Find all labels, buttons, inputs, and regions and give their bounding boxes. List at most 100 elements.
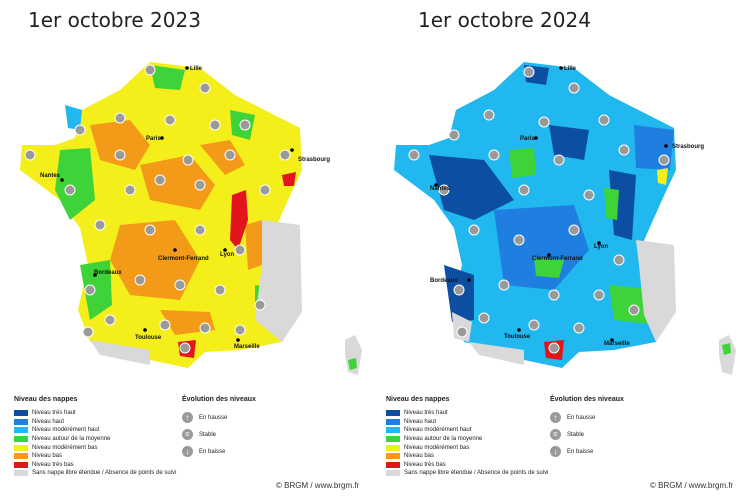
legend-swatch	[386, 470, 400, 477]
legend-item: Niveau très haut	[14, 409, 176, 418]
city-label: Lille	[564, 66, 577, 72]
legend-swatch	[14, 410, 28, 417]
legend-evolution: Évolution des niveaux ↑ En hausse = Stable…	[182, 396, 256, 457]
legend-item: Niveau modérément bas	[386, 443, 548, 452]
evolution-markers	[408, 66, 670, 354]
legend-item: Niveau autour de la moyenne	[14, 435, 176, 444]
legend-swatch	[14, 470, 28, 477]
city-label: Toulouse	[135, 335, 162, 341]
legend-swatch	[14, 461, 28, 468]
zone-bas	[140, 155, 215, 210]
city-label: Lille	[190, 66, 203, 72]
legend-swatch	[386, 436, 400, 443]
legend-swatch	[14, 418, 28, 425]
arrow-down-icon: ↓	[550, 446, 561, 457]
arrow-up-icon: ↑	[182, 412, 193, 423]
arrow-down-icon: ↓	[182, 446, 193, 457]
city-label: Paris	[146, 136, 161, 142]
city-label: Strasbourg	[298, 157, 330, 163]
credit: © BRGM / www.brgm.fr	[650, 481, 734, 490]
city-label: Nantes	[430, 186, 451, 192]
zone-modere-bas	[657, 168, 668, 185]
zone-moyenne	[604, 188, 619, 220]
map-title: 1er octobre 2023	[28, 8, 201, 32]
zone-tres-haut	[549, 125, 589, 160]
arrow-up-icon: ↑	[550, 412, 561, 423]
legend-swatch	[386, 418, 400, 425]
zone-moyenne	[150, 65, 185, 90]
france-map-2023: Lille Paris Strasbourg Nantes Lyon Clerm…	[20, 62, 362, 375]
city-label: Bordeaux	[430, 278, 458, 284]
city-label: Bordeaux	[94, 270, 122, 276]
zone-moyenne	[80, 260, 112, 320]
city-label: Clermont-Ferrand	[532, 256, 583, 262]
legend-swatch	[14, 453, 28, 460]
legend-item: Niveau modérément haut	[14, 426, 176, 435]
zone-bas	[110, 220, 200, 300]
zone-haut	[65, 105, 82, 130]
legend-title: Niveau des nappes	[386, 396, 450, 403]
zone-sans-nappe	[255, 220, 302, 342]
legend-niveau: Niveau des nappes Niveau très haut Nivea…	[386, 396, 548, 478]
legend-item: Niveau haut	[14, 418, 176, 427]
legend-swatch	[386, 453, 400, 460]
zone-sans-nappe	[90, 340, 150, 365]
zone-moyenne	[534, 258, 564, 278]
city-label: Nantes	[40, 173, 61, 179]
legend-item: Niveau autour de la moyenne	[386, 435, 548, 444]
legend-swatch	[14, 444, 28, 451]
map-title: 1er octobre 2024	[418, 8, 591, 32]
legend-item: Niveau modérément bas	[14, 443, 176, 452]
evolution-title: Évolution des niveaux	[182, 396, 256, 403]
city-label: Paris	[520, 136, 535, 142]
legend-title: Niveau des nappes	[14, 396, 78, 403]
legend-item: Niveau bas	[14, 452, 176, 461]
legend-swatch	[386, 461, 400, 468]
legend-item: Sans nappe libre étendue / Absence de po…	[14, 469, 176, 478]
legend-item: Niveau haut	[386, 418, 548, 427]
city-label: Strasbourg	[672, 144, 704, 150]
zone-tres-bas	[230, 190, 248, 250]
map-panel-2024: 1er octobre 2024	[374, 0, 747, 497]
zone-sans-nappe	[636, 240, 676, 342]
legend-item: Niveau très haut	[386, 409, 548, 418]
evolution-title: Évolution des niveaux	[550, 396, 624, 403]
city-label: Clermont-Ferrand	[158, 256, 209, 262]
legend-item: Niveau très bas	[386, 461, 548, 470]
map-panel-2023: 1er octobre 2023	[0, 0, 373, 497]
france-map-2024: Lille Paris Strasbourg Nantes Lyon Clerm…	[394, 62, 736, 375]
credit: © BRGM / www.brgm.fr	[276, 481, 360, 490]
corsica	[719, 335, 736, 375]
evolution-markers	[24, 64, 291, 354]
city-markers: Lille Paris Strasbourg Nantes Lyon Clerm…	[430, 66, 704, 347]
zone-sans-nappe	[469, 342, 524, 365]
legend-swatch	[14, 427, 28, 434]
zone-bas	[245, 220, 262, 270]
legend-item: Niveau modérément haut	[386, 426, 548, 435]
city-label: Toulouse	[504, 334, 531, 340]
equals-icon: =	[550, 429, 561, 440]
legend-item: Sans nappe libre étendue / Absence de po…	[386, 469, 548, 478]
city-label: Lyon	[594, 244, 608, 250]
zone-moyenne	[509, 148, 536, 178]
legend-swatch	[386, 427, 400, 434]
corsica-north	[348, 358, 357, 370]
zone-tres-haut	[609, 170, 636, 240]
zone-haut	[494, 205, 589, 290]
legend-evolution: Évolution des niveaux ↑ En hausse = Stable…	[550, 396, 624, 457]
legend-swatch	[386, 410, 400, 417]
zone-bas	[200, 140, 245, 175]
corsica-north	[722, 343, 731, 355]
zone-tres-haut	[429, 155, 514, 220]
legend-swatch	[14, 436, 28, 443]
city-label: Lyon	[220, 252, 234, 258]
equals-icon: =	[182, 429, 193, 440]
zone-tres-bas	[282, 172, 296, 186]
legend-niveau: Niveau des nappes Niveau très haut Nivea…	[14, 396, 176, 478]
city-label: Marseille	[234, 344, 260, 350]
legend-item: Niveau bas	[386, 452, 548, 461]
legend-swatch	[386, 444, 400, 451]
city-label: Marseille	[604, 341, 630, 347]
zone-bas	[90, 120, 150, 170]
legend-item: Niveau très bas	[14, 461, 176, 470]
